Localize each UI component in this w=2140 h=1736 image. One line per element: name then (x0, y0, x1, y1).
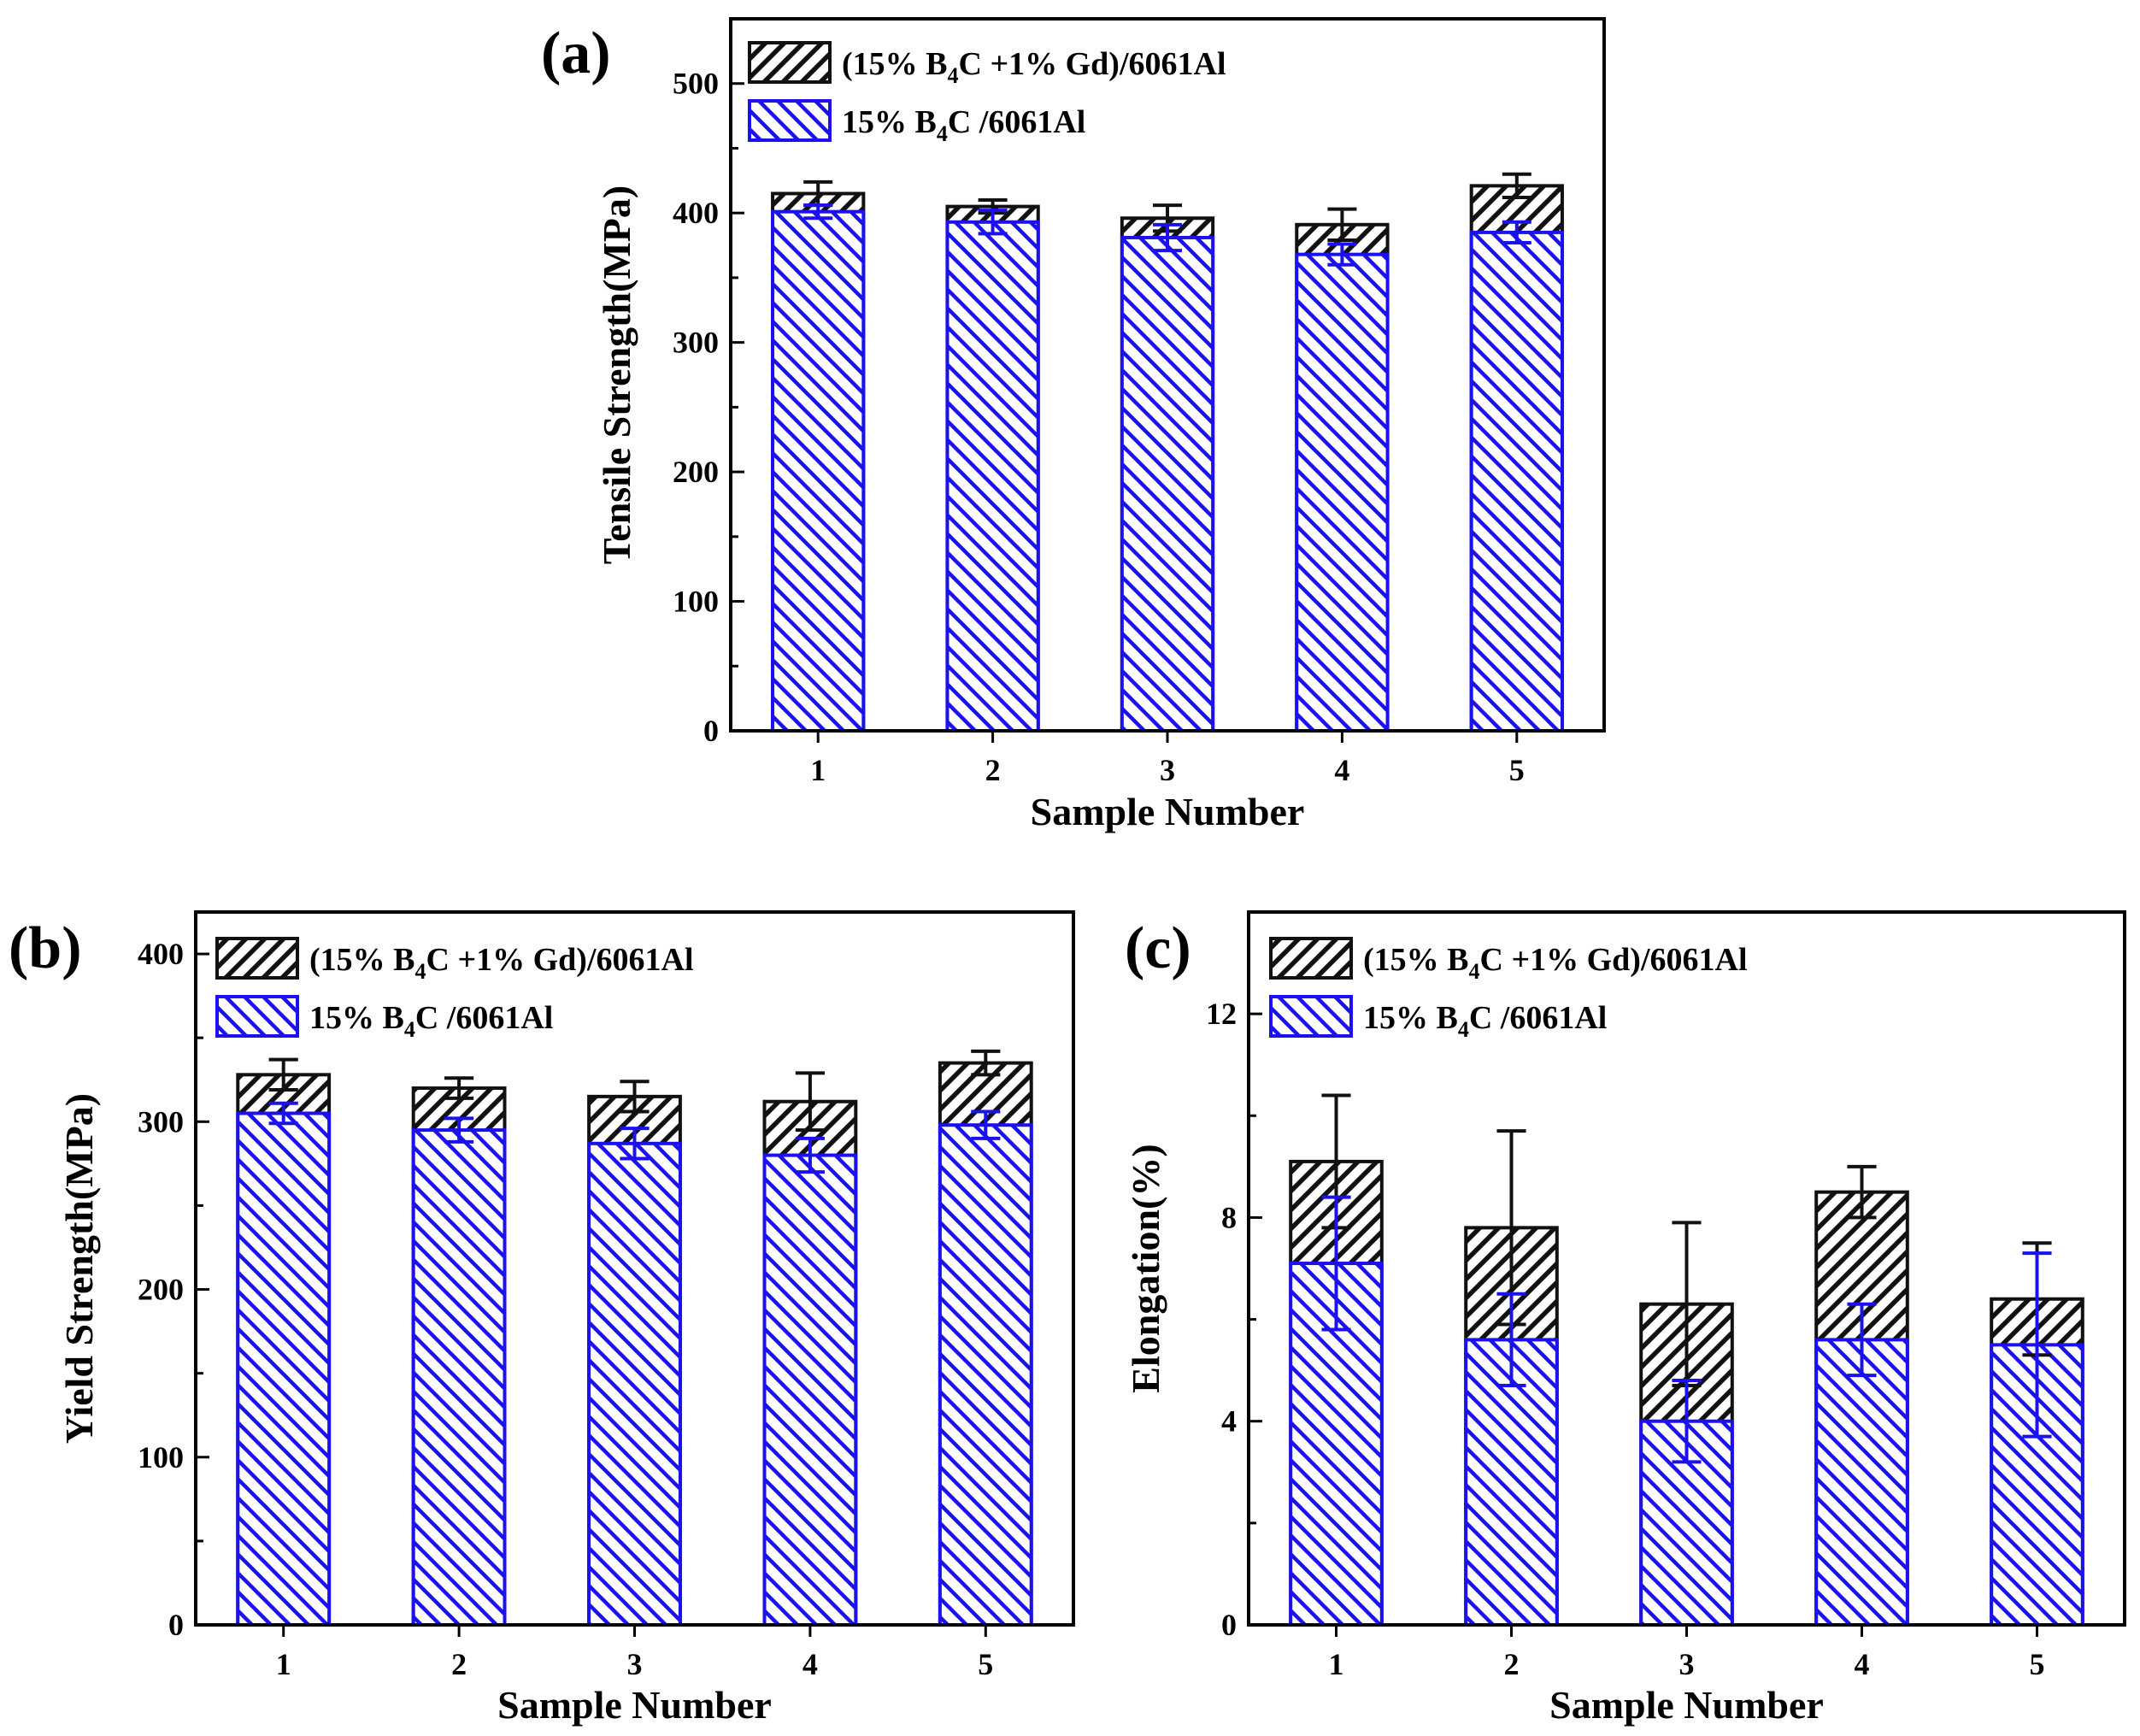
legend-item-gd-swatch (748, 41, 832, 84)
legend-text-part: C /6061Al (415, 1000, 554, 1036)
x-tick-label: 3 (1679, 1647, 1695, 1681)
legend-item-gd-swatch (215, 937, 299, 980)
x-tick-label: 5 (1509, 753, 1525, 787)
y-tick-label: 200 (673, 455, 719, 489)
x-tick-label: 2 (985, 753, 1001, 787)
x-tick-label: 3 (1160, 753, 1175, 787)
legend-text-part: 15% B (842, 104, 937, 140)
bar-base-sample-5 (938, 1123, 1033, 1627)
panel-label: (b) (9, 915, 82, 981)
y-tick-label: 12 (1206, 997, 1237, 1031)
y-axis-title: Yield Strength(MPa) (57, 1093, 101, 1444)
plot-frame (729, 17, 1606, 733)
y-tick-label: 400 (138, 937, 184, 971)
bar-base-sample-4 (762, 1153, 858, 1627)
legend-item-gd-swatch (1269, 937, 1353, 980)
panel-label: (c) (1125, 915, 1191, 981)
legend-text-part: (15% B (842, 46, 948, 82)
legend-text-part: C /6061Al (1469, 1000, 1608, 1036)
bar-base-sample-5 (1469, 230, 1564, 733)
x-tick-label: 5 (2030, 1647, 2045, 1681)
y-tick-label: 400 (673, 196, 719, 230)
x-tick-label: 4 (1855, 1647, 1870, 1681)
panel-label: (a) (541, 21, 611, 86)
legend-text-part: 15% B (1363, 1000, 1458, 1036)
legend-text-part: (15% B (1363, 942, 1469, 978)
x-tick-label: 4 (802, 1647, 818, 1681)
bar-base-sample-3 (587, 1141, 682, 1627)
legend-item-base-label: 15% B4C /6061Al (309, 1000, 553, 1042)
x-tick-label: 2 (1504, 1647, 1520, 1681)
y-axis-title: Tensile Strength(MPa) (595, 185, 638, 564)
bar-base-sample-4 (1295, 252, 1390, 733)
x-tick-label: 1 (1329, 1647, 1344, 1681)
legend-text-part: C +1% Gd)/6061Al (426, 942, 694, 978)
legend-item-base-swatch (1269, 995, 1353, 1038)
legend-item-base-label: 15% B4C /6061Al (1363, 1000, 1607, 1042)
x-tick-label: 1 (810, 753, 826, 787)
bar-base-sample-4 (1814, 1338, 1909, 1627)
y-tick-label: 8 (1221, 1200, 1237, 1234)
legend-text-subscript: 4 (404, 1017, 415, 1042)
legend-item-gd-label: (15% B4C +1% Gd)/6061Al (1363, 942, 1748, 984)
chart-panel-b: (b) 0 100 200 300 400 1 2 3 4 5 Sample Number Yield … (9, 910, 1075, 1727)
legend-text-part: 15% B (309, 1000, 404, 1036)
y-tick-label: 0 (1221, 1608, 1237, 1642)
y-tick-label: 0 (168, 1608, 184, 1642)
legend-item-gd-label: (15% B4C +1% Gd)/6061Al (309, 942, 694, 984)
x-tick-label: 2 (451, 1647, 467, 1681)
x-axis-title: Sample Number (1549, 1683, 1824, 1727)
legend-text-subscript: 4 (948, 63, 959, 88)
y-axis-title: Elongation(%) (1124, 1144, 1167, 1392)
y-tick-label: 100 (673, 585, 719, 619)
x-tick-label: 5 (978, 1647, 993, 1681)
y-tick-label: 200 (138, 1273, 184, 1307)
legend-text-subscript: 4 (1458, 1017, 1469, 1042)
legend-item-base-swatch (215, 995, 299, 1038)
legend-text-subscript: 4 (937, 121, 948, 146)
legend-item-base-swatch (748, 99, 832, 142)
legend-text-part: C +1% Gd)/6061Al (959, 46, 1226, 82)
bar-base-sample-3 (1120, 235, 1215, 733)
legend-text-subscript: 4 (1469, 959, 1480, 984)
plot-frame (1247, 910, 2126, 1627)
bar-base-sample-1 (236, 1111, 332, 1627)
legend-text-part: C /6061Al (948, 104, 1086, 140)
legend-text-part: (15% B (309, 942, 415, 978)
legend-item-base-label: 15% B4C /6061Al (842, 104, 1085, 146)
x-axis-title: Sample Number (497, 1683, 772, 1727)
x-tick-label: 1 (276, 1647, 291, 1681)
y-tick-label: 0 (703, 714, 719, 748)
y-tick-label: 100 (138, 1440, 184, 1474)
y-tick-label: 4 (1221, 1404, 1237, 1439)
legend-text-part: C +1% Gd)/6061Al (1480, 942, 1748, 978)
bar-base-sample-2 (945, 220, 1040, 733)
y-tick-label: 500 (673, 67, 719, 101)
plot-frame (194, 910, 1075, 1627)
legend-item-gd-label: (15% B4C +1% Gd)/6061Al (842, 46, 1226, 88)
x-axis-title: Sample Number (1031, 790, 1305, 833)
chart-panel-a: (a) 0 100 200 300 400 500 1 2 3 4 5 Sample Number Ten… (541, 17, 1606, 833)
legend-text-subscript: 4 (415, 959, 426, 984)
x-tick-label: 3 (627, 1647, 643, 1681)
bar-base-sample-2 (411, 1128, 507, 1627)
y-tick-label: 300 (138, 1104, 184, 1139)
y-tick-label: 300 (673, 326, 719, 360)
x-tick-label: 4 (1334, 753, 1349, 787)
bar-base-sample-1 (771, 209, 866, 733)
